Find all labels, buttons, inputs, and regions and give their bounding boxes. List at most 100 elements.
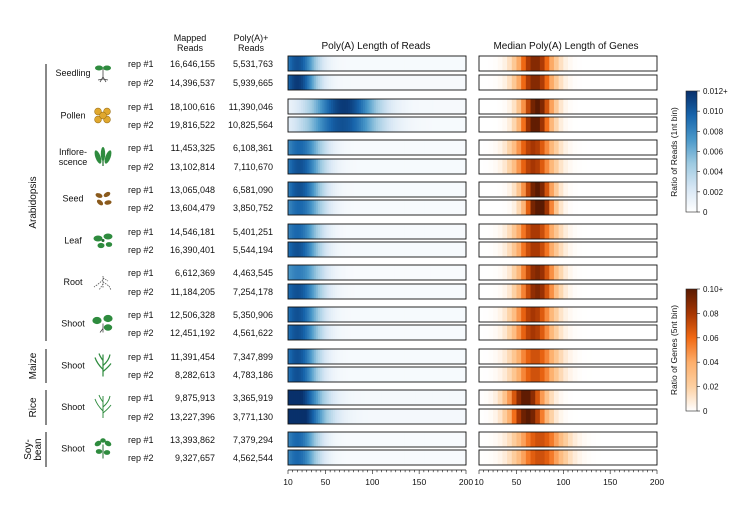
reads-heatmap-cell xyxy=(404,265,407,280)
genes-heatmap-cell xyxy=(563,99,569,114)
reads-heatmap-cell xyxy=(301,75,304,90)
reads-heatmap-cell xyxy=(319,75,323,90)
genes-heatmap-cell xyxy=(614,367,620,382)
genes-heatmap-cell xyxy=(596,307,602,322)
genes-heatmap-cell xyxy=(572,390,578,405)
reads-heatmap-cell xyxy=(301,367,304,382)
genes-heatmap-cell xyxy=(633,325,639,340)
genes-heatmap-cell xyxy=(605,56,611,71)
reads-heatmap-cell xyxy=(376,284,379,299)
reads-heatmap-cell xyxy=(331,450,334,465)
genes-heatmap-cell xyxy=(511,117,517,132)
reads-heatmap-cell xyxy=(340,140,343,155)
genes-heatmap-row-frame xyxy=(478,324,658,341)
genes-heatmap-cell xyxy=(642,117,649,132)
genes-heatmap-cell xyxy=(544,432,550,447)
reads-heatmap-cell xyxy=(458,325,461,340)
reads-heatmap-cell xyxy=(421,265,424,280)
reads-heatmap-cell xyxy=(353,140,356,155)
reads-heatmap-cell xyxy=(291,265,295,280)
reads-heatmap-cell xyxy=(297,99,300,114)
reads-heatmap-cell xyxy=(306,200,310,215)
reads-heatmap-cell xyxy=(391,284,394,299)
reads-heatmap-cell xyxy=(368,159,371,174)
reads-heatmap-cell xyxy=(411,409,414,424)
reads-heatmap-cell xyxy=(436,159,439,174)
reads-heatmap-cell xyxy=(432,349,435,364)
reads-heatmap-cell xyxy=(409,325,413,340)
reads-heatmap-cell xyxy=(331,432,334,447)
genes-heatmap-cell xyxy=(493,349,499,364)
reads-heatmap-cell xyxy=(460,182,463,197)
genes-heatmap-cell xyxy=(502,432,508,447)
reads-heatmap-cell xyxy=(387,390,390,405)
reads-heatmap-cell xyxy=(357,325,360,340)
reads-heatmap-cell xyxy=(338,75,341,90)
reads-heatmap-cell xyxy=(400,349,403,364)
reads-heatmap-cell xyxy=(413,265,416,280)
reads-heatmap-cell xyxy=(334,99,338,114)
genes-heatmap-row-frame xyxy=(478,74,658,91)
genes-heatmap-cell xyxy=(568,242,574,257)
genes-heatmap-cell xyxy=(507,367,513,382)
reads-heatmap-cell xyxy=(351,117,354,132)
genes-heatmap-cell xyxy=(652,307,658,322)
reads-heatmap-cell xyxy=(364,159,368,174)
genes-heatmap-cell xyxy=(525,117,531,132)
genes-heatmap-cell xyxy=(586,200,592,215)
reads-heatmap-cell xyxy=(415,325,418,340)
reads-heatmap-cell xyxy=(359,200,362,215)
genes-heatmap-row-frame xyxy=(478,408,658,425)
reads-heatmap-cell xyxy=(355,140,358,155)
reads-heatmap-cell xyxy=(404,284,407,299)
reads-heatmap-cell xyxy=(419,450,422,465)
reads-heatmap-cell xyxy=(376,242,379,257)
reads-heatmap-cell xyxy=(421,367,424,382)
reads-heatmap-cell xyxy=(445,117,448,132)
genes-heatmap-cell xyxy=(628,432,634,447)
genes-heatmap-cell xyxy=(638,99,644,114)
reads-heatmap-cell xyxy=(381,450,384,465)
genes-heatmap-cell xyxy=(605,325,611,340)
reads-heatmap-cell xyxy=(312,349,315,364)
reads-heatmap-cell xyxy=(351,75,354,90)
genes-heatmap-cell xyxy=(544,307,550,322)
reads-heatmap-cell xyxy=(394,99,398,114)
reads-heatmap-cell xyxy=(347,265,351,280)
genes-heatmap-cell xyxy=(582,390,588,405)
genes-heatmap-cell xyxy=(479,307,485,322)
genes-heatmap-cell xyxy=(591,200,597,215)
genes-heatmap-cell xyxy=(539,99,545,114)
reads-heatmap-cell xyxy=(452,159,456,174)
colorbar-tick-label: 0.06 xyxy=(703,334,719,343)
genes-heatmap-cell xyxy=(497,75,503,90)
reads-heatmap-cell xyxy=(344,450,347,465)
genes-heatmap-cell xyxy=(558,390,564,405)
reads-heatmap-cell xyxy=(443,325,446,340)
reads-tick-label: 50 xyxy=(321,477,331,487)
genes-heatmap-cell xyxy=(600,325,606,340)
reads-heatmap-cell xyxy=(439,265,443,280)
reads-heatmap-cell xyxy=(437,140,441,155)
genes-heatmap-cell xyxy=(568,409,574,424)
reads-heatmap-cell xyxy=(389,284,392,299)
genes-heatmap-cell xyxy=(652,75,658,90)
reads-heatmap-cell xyxy=(357,224,360,239)
reads-heatmap-cell xyxy=(347,182,351,197)
reads-heatmap-cell xyxy=(336,409,339,424)
reads-heatmap-row xyxy=(287,306,467,323)
reads-heatmap-cell xyxy=(321,99,324,114)
reads-heatmap-cell xyxy=(293,367,296,382)
reads-heatmap-cell xyxy=(374,242,377,257)
reads-heatmap-cell xyxy=(387,75,390,90)
reads-heatmap-cell xyxy=(434,409,437,424)
genes-heatmap-cell xyxy=(642,265,649,280)
reads-heatmap-cell xyxy=(362,390,366,405)
reads-heatmap-cell xyxy=(434,224,437,239)
reads-heatmap-cell xyxy=(398,99,401,114)
genes-heatmap-cell xyxy=(493,265,499,280)
genes-heatmap-cell xyxy=(544,450,550,465)
genes-heatmap-cell xyxy=(605,367,611,382)
genes-heatmap-cell xyxy=(652,200,658,215)
genes-heatmap-row xyxy=(478,348,658,365)
